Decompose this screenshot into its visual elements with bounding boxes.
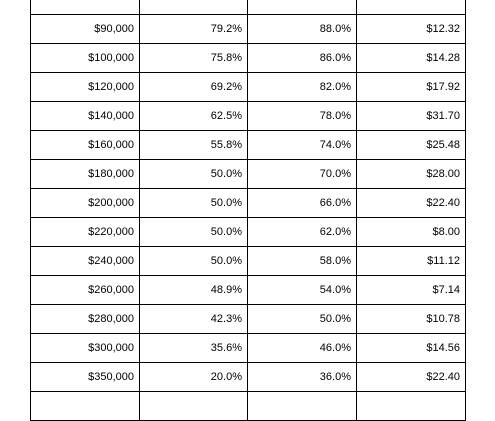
amount-cell — [356, 391, 466, 421]
percent-b-cell: 50.0% — [247, 304, 357, 334]
income-cell: $160,000 — [30, 130, 140, 160]
table-row — [30, 0, 466, 15]
amount-cell: $8.00 — [356, 217, 466, 247]
table-row: $90,000 79.2% 88.0% $12.32 — [30, 14, 466, 44]
table-row: $300,000 35.6% 46.0% $14.56 — [30, 333, 466, 363]
income-cell: $280,000 — [30, 304, 140, 334]
amount-cell: $25.48 — [356, 130, 466, 160]
percent-b-cell: 86.0% — [247, 43, 357, 73]
income-cell: $200,000 — [30, 188, 140, 218]
table-row: $280,000 42.3% 50.0% $10.78 — [30, 304, 466, 334]
income-cell — [30, 391, 140, 421]
income-cell — [30, 0, 140, 15]
percent-b-cell: 74.0% — [247, 130, 357, 160]
income-cell: $90,000 — [30, 14, 140, 44]
table-row: $160,000 55.8% 74.0% $25.48 — [30, 130, 466, 160]
table-row: $120,000 69.2% 82.0% $17.92 — [30, 72, 466, 102]
percent-a-cell: 50.0% — [139, 246, 248, 276]
percent-a-cell: 79.2% — [139, 14, 248, 44]
percent-a-cell: 75.8% — [139, 43, 248, 73]
income-cell: $140,000 — [30, 101, 140, 131]
percent-b-cell: 54.0% — [247, 275, 357, 305]
amount-cell: $22.40 — [356, 362, 466, 392]
amount-cell: $17.92 — [356, 72, 466, 102]
percent-b-cell: 58.0% — [247, 246, 357, 276]
amount-cell: $22.40 — [356, 188, 466, 218]
amount-cell: $14.56 — [356, 333, 466, 363]
table-row: $350,000 20.0% 36.0% $22.40 — [30, 362, 466, 392]
income-cell: $260,000 — [30, 275, 140, 305]
income-cell: $350,000 — [30, 362, 140, 392]
percent-a-cell: 20.0% — [139, 362, 248, 392]
amount-cell: $11.12 — [356, 246, 466, 276]
amount-cell: $31.70 — [356, 101, 466, 131]
percent-b-cell: 62.0% — [247, 217, 357, 247]
table-row: $260,000 48.9% 54.0% $7.14 — [30, 275, 466, 305]
table-row: $240,000 50.0% 58.0% $11.12 — [30, 246, 466, 276]
data-table-container: $90,000 79.2% 88.0% $12.32 $100,000 75.8% 86.0… — [30, 0, 466, 421]
percent-b-cell: 66.0% — [247, 188, 357, 218]
percent-b-cell: 88.0% — [247, 14, 357, 44]
percent-b-cell: 46.0% — [247, 333, 357, 363]
amount-cell: $28.00 — [356, 159, 466, 189]
percent-b-cell: 70.0% — [247, 159, 357, 189]
amount-cell — [356, 0, 466, 15]
percent-a-cell: 50.0% — [139, 188, 248, 218]
percent-a-cell: 50.0% — [139, 217, 248, 247]
percent-a-cell — [139, 391, 248, 421]
data-table: $90,000 79.2% 88.0% $12.32 $100,000 75.8% 86.0… — [30, 0, 466, 421]
percent-b-cell — [247, 391, 357, 421]
amount-cell: $12.32 — [356, 14, 466, 44]
percent-a-cell: 48.9% — [139, 275, 248, 305]
percent-a-cell: 35.6% — [139, 333, 248, 363]
income-cell: $220,000 — [30, 217, 140, 247]
table-row: $220,000 50.0% 62.0% $8.00 — [30, 217, 466, 247]
table-row: $200,000 50.0% 66.0% $22.40 — [30, 188, 466, 218]
income-cell: $300,000 — [30, 333, 140, 363]
income-cell: $240,000 — [30, 246, 140, 276]
percent-a-cell — [139, 0, 248, 15]
income-cell: $100,000 — [30, 43, 140, 73]
percent-a-cell: 55.8% — [139, 130, 248, 160]
amount-cell: $7.14 — [356, 275, 466, 305]
percent-b-cell: 78.0% — [247, 101, 357, 131]
table-row: $180,000 50.0% 70.0% $28.00 — [30, 159, 466, 189]
percent-a-cell: 62.5% — [139, 101, 248, 131]
table-row: $100,000 75.8% 86.0% $14.28 — [30, 43, 466, 73]
table-row: $140,000 62.5% 78.0% $31.70 — [30, 101, 466, 131]
percent-a-cell: 42.3% — [139, 304, 248, 334]
table-body: $90,000 79.2% 88.0% $12.32 $100,000 75.8% 86.0… — [30, 0, 466, 421]
amount-cell: $14.28 — [356, 43, 466, 73]
table-row — [30, 391, 466, 421]
amount-cell: $10.78 — [356, 304, 466, 334]
percent-b-cell — [247, 0, 357, 15]
percent-b-cell: 36.0% — [247, 362, 357, 392]
percent-a-cell: 69.2% — [139, 72, 248, 102]
income-cell: $120,000 — [30, 72, 140, 102]
percent-a-cell: 50.0% — [139, 159, 248, 189]
percent-b-cell: 82.0% — [247, 72, 357, 102]
income-cell: $180,000 — [30, 159, 140, 189]
